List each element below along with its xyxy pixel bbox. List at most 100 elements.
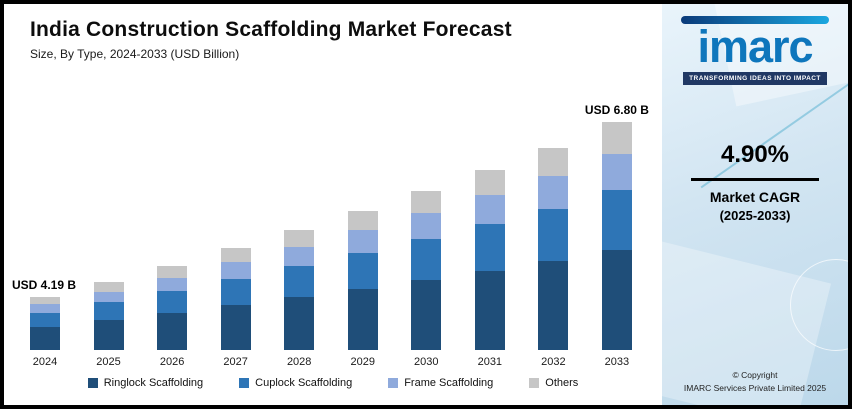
stacked-bar-2029 bbox=[347, 211, 378, 350]
imarc-logo-bar-icon bbox=[681, 16, 829, 24]
legend-swatch bbox=[87, 378, 98, 388]
stacked-bar-2025 bbox=[93, 282, 124, 350]
bar-segment bbox=[93, 302, 124, 321]
bar-segment bbox=[474, 224, 505, 271]
bar-segment bbox=[30, 304, 60, 313]
page-subtitle: Size, By Type, 2024-2033 (USD Billion) bbox=[30, 47, 240, 61]
bar-segment bbox=[347, 230, 378, 253]
bar-segment bbox=[347, 252, 378, 289]
bar-segment bbox=[347, 211, 378, 231]
bar-group-2031: 2031 bbox=[474, 170, 505, 369]
x-axis-label: 2031 bbox=[477, 356, 503, 368]
legend-item: Frame Scaffolding bbox=[388, 377, 493, 389]
bar-segment bbox=[284, 266, 315, 298]
x-axis-label: 2030 bbox=[414, 356, 439, 368]
bar-chart: USD 4.19 B 2024 2025 2026 2027 2028 2029 2030 20… bbox=[12, 103, 649, 369]
cagr-block: 4.90% Market CAGR (2025-2033) bbox=[691, 141, 819, 223]
side-panel-content: imarc TRANSFORMING IDEAS INTO IMPACT 4.9… bbox=[662, 4, 848, 405]
bar-segment bbox=[30, 297, 60, 305]
x-axis-label: 2029 bbox=[350, 356, 375, 368]
x-axis-label: 2027 bbox=[223, 356, 248, 368]
bar-segment bbox=[601, 153, 632, 191]
bar-value-label: USD 4.19 B bbox=[12, 278, 77, 292]
stacked-bar-2027 bbox=[220, 248, 251, 350]
stacked-bar-2030 bbox=[411, 191, 442, 350]
bar-segment bbox=[157, 266, 188, 278]
bar-group-2030: 2030 bbox=[411, 191, 442, 369]
bar-segment bbox=[220, 248, 251, 263]
x-axis-label: 2032 bbox=[541, 356, 566, 368]
cagr-divider bbox=[691, 177, 819, 181]
legend-item: Cuplock Scaffolding bbox=[239, 377, 352, 389]
bar-segment bbox=[411, 213, 442, 239]
bar-segment bbox=[284, 230, 315, 247]
bar-group-2032: 2032 bbox=[538, 148, 569, 369]
imarc-logo-text: imarc bbox=[697, 21, 813, 72]
bar-group-2024: USD 4.19 B 2024 bbox=[12, 278, 76, 369]
bar-group-2025: 2025 bbox=[93, 282, 124, 369]
bar-segment bbox=[220, 305, 251, 350]
chart-legend: Ringlock Scaffolding Cuplock Scaffolding F… bbox=[4, 369, 662, 405]
bar-segment bbox=[30, 312, 60, 327]
bar-segment bbox=[601, 249, 632, 350]
cagr-label: Market CAGR bbox=[709, 188, 801, 205]
bar-segment bbox=[411, 238, 442, 280]
legend-item: Ringlock Scaffolding bbox=[87, 377, 204, 389]
copyright-line2: IMARC Services Private Limited 2025 bbox=[683, 382, 827, 393]
bar-segment bbox=[538, 148, 569, 177]
stacked-bar-2033 bbox=[601, 122, 632, 350]
x-axis-label: 2024 bbox=[32, 356, 58, 368]
bar-segment bbox=[474, 270, 505, 350]
bar-segment bbox=[601, 190, 632, 250]
bar-group-2027: 2027 bbox=[220, 248, 251, 369]
bar-group-2033: USD 6.80 B 2033 bbox=[585, 103, 649, 369]
legend-item: Others bbox=[529, 377, 578, 389]
bar-segment bbox=[538, 261, 569, 350]
legend-swatch bbox=[239, 378, 250, 388]
imarc-tagline: TRANSFORMING IDEAS INTO IMPACT bbox=[683, 71, 827, 85]
copyright-notice: © Copyright IMARC Services Private Limit… bbox=[684, 369, 826, 395]
bar-segment bbox=[93, 282, 124, 292]
bar-segment bbox=[157, 312, 188, 350]
bar-segment bbox=[411, 279, 442, 350]
bar-segment bbox=[93, 320, 124, 350]
stacked-bar-2024 bbox=[30, 297, 60, 350]
legend-label: Ringlock Scaffolding bbox=[103, 377, 204, 389]
cagr-period: (2025-2033) bbox=[719, 207, 791, 223]
legend-swatch bbox=[388, 378, 399, 388]
bar-segment bbox=[30, 326, 60, 350]
bar-segment bbox=[538, 208, 569, 262]
page-title: India Construction Scaffolding Market Fo… bbox=[30, 18, 512, 41]
stacked-bar-2028 bbox=[284, 230, 315, 350]
imarc-logo: imarc TRANSFORMING IDEAS INTO IMPACT bbox=[681, 16, 829, 85]
x-axis-label: 2025 bbox=[96, 356, 121, 368]
bar-segment bbox=[474, 195, 505, 225]
bar-segment bbox=[157, 291, 188, 313]
bar-segment bbox=[220, 262, 251, 279]
bar-value-label: USD 6.80 B bbox=[584, 103, 649, 117]
chart-area: India Construction Scaffolding Market Fo… bbox=[4, 4, 662, 405]
cagr-value: 4.90% bbox=[720, 140, 790, 168]
x-axis-label: 2026 bbox=[159, 356, 185, 368]
side-panel: imarc TRANSFORMING IDEAS INTO IMPACT 4.9… bbox=[662, 4, 848, 405]
bar-segment bbox=[347, 288, 378, 350]
stacked-bar-2032 bbox=[538, 148, 569, 350]
legend-label: Frame Scaffolding bbox=[404, 377, 494, 389]
bar-segment bbox=[538, 176, 569, 209]
stacked-bar-2026 bbox=[157, 266, 188, 350]
bar-group-2026: 2026 bbox=[157, 266, 188, 369]
bar-segment bbox=[157, 277, 188, 292]
bar-segment bbox=[93, 291, 124, 303]
legend-label: Others bbox=[545, 377, 579, 389]
legend-swatch bbox=[529, 378, 540, 388]
bar-segment bbox=[220, 278, 251, 306]
bar-segment bbox=[601, 122, 632, 154]
bar-segment bbox=[411, 191, 442, 214]
copyright-line1: © Copyright bbox=[732, 369, 778, 380]
bar-group-2028: 2028 bbox=[284, 230, 315, 369]
bar-segment bbox=[474, 170, 505, 196]
stacked-bar-2031 bbox=[474, 170, 505, 350]
x-axis-label: 2028 bbox=[286, 356, 312, 368]
bar-segment bbox=[284, 246, 315, 267]
